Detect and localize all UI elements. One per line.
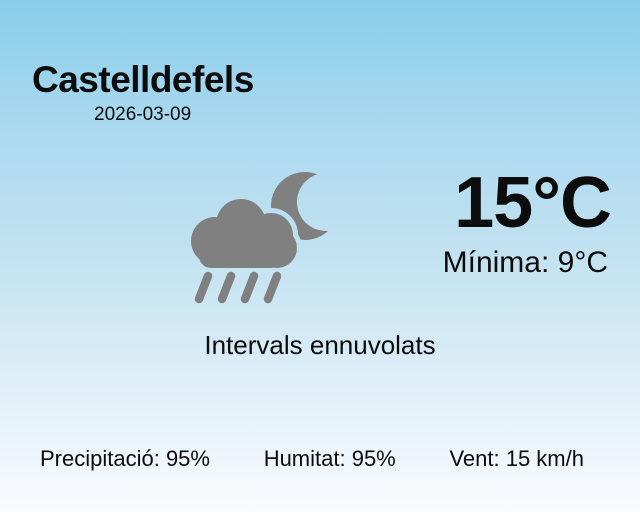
current-temperature: 15°C — [454, 163, 612, 243]
precipitation-text: Precipitació: 95% — [40, 446, 210, 471]
humidity-text: Humitat: 95% — [263, 446, 396, 471]
rain-strokes — [194, 271, 282, 304]
cloud-rain-moon-icon — [185, 160, 355, 305]
forecast-date: 2026-03-09 — [94, 104, 192, 125]
wind-text: Vent: 15 km/h — [449, 446, 584, 471]
location-title: Castelldefels — [32, 59, 254, 100]
minimum-temperature: Mínima: 9°C — [442, 246, 608, 279]
metrics-row: Precipitació: 95% Humitat: 95% Vent: 15 … — [40, 448, 584, 470]
condition-text: Intervals ennuvolats — [204, 330, 436, 360]
